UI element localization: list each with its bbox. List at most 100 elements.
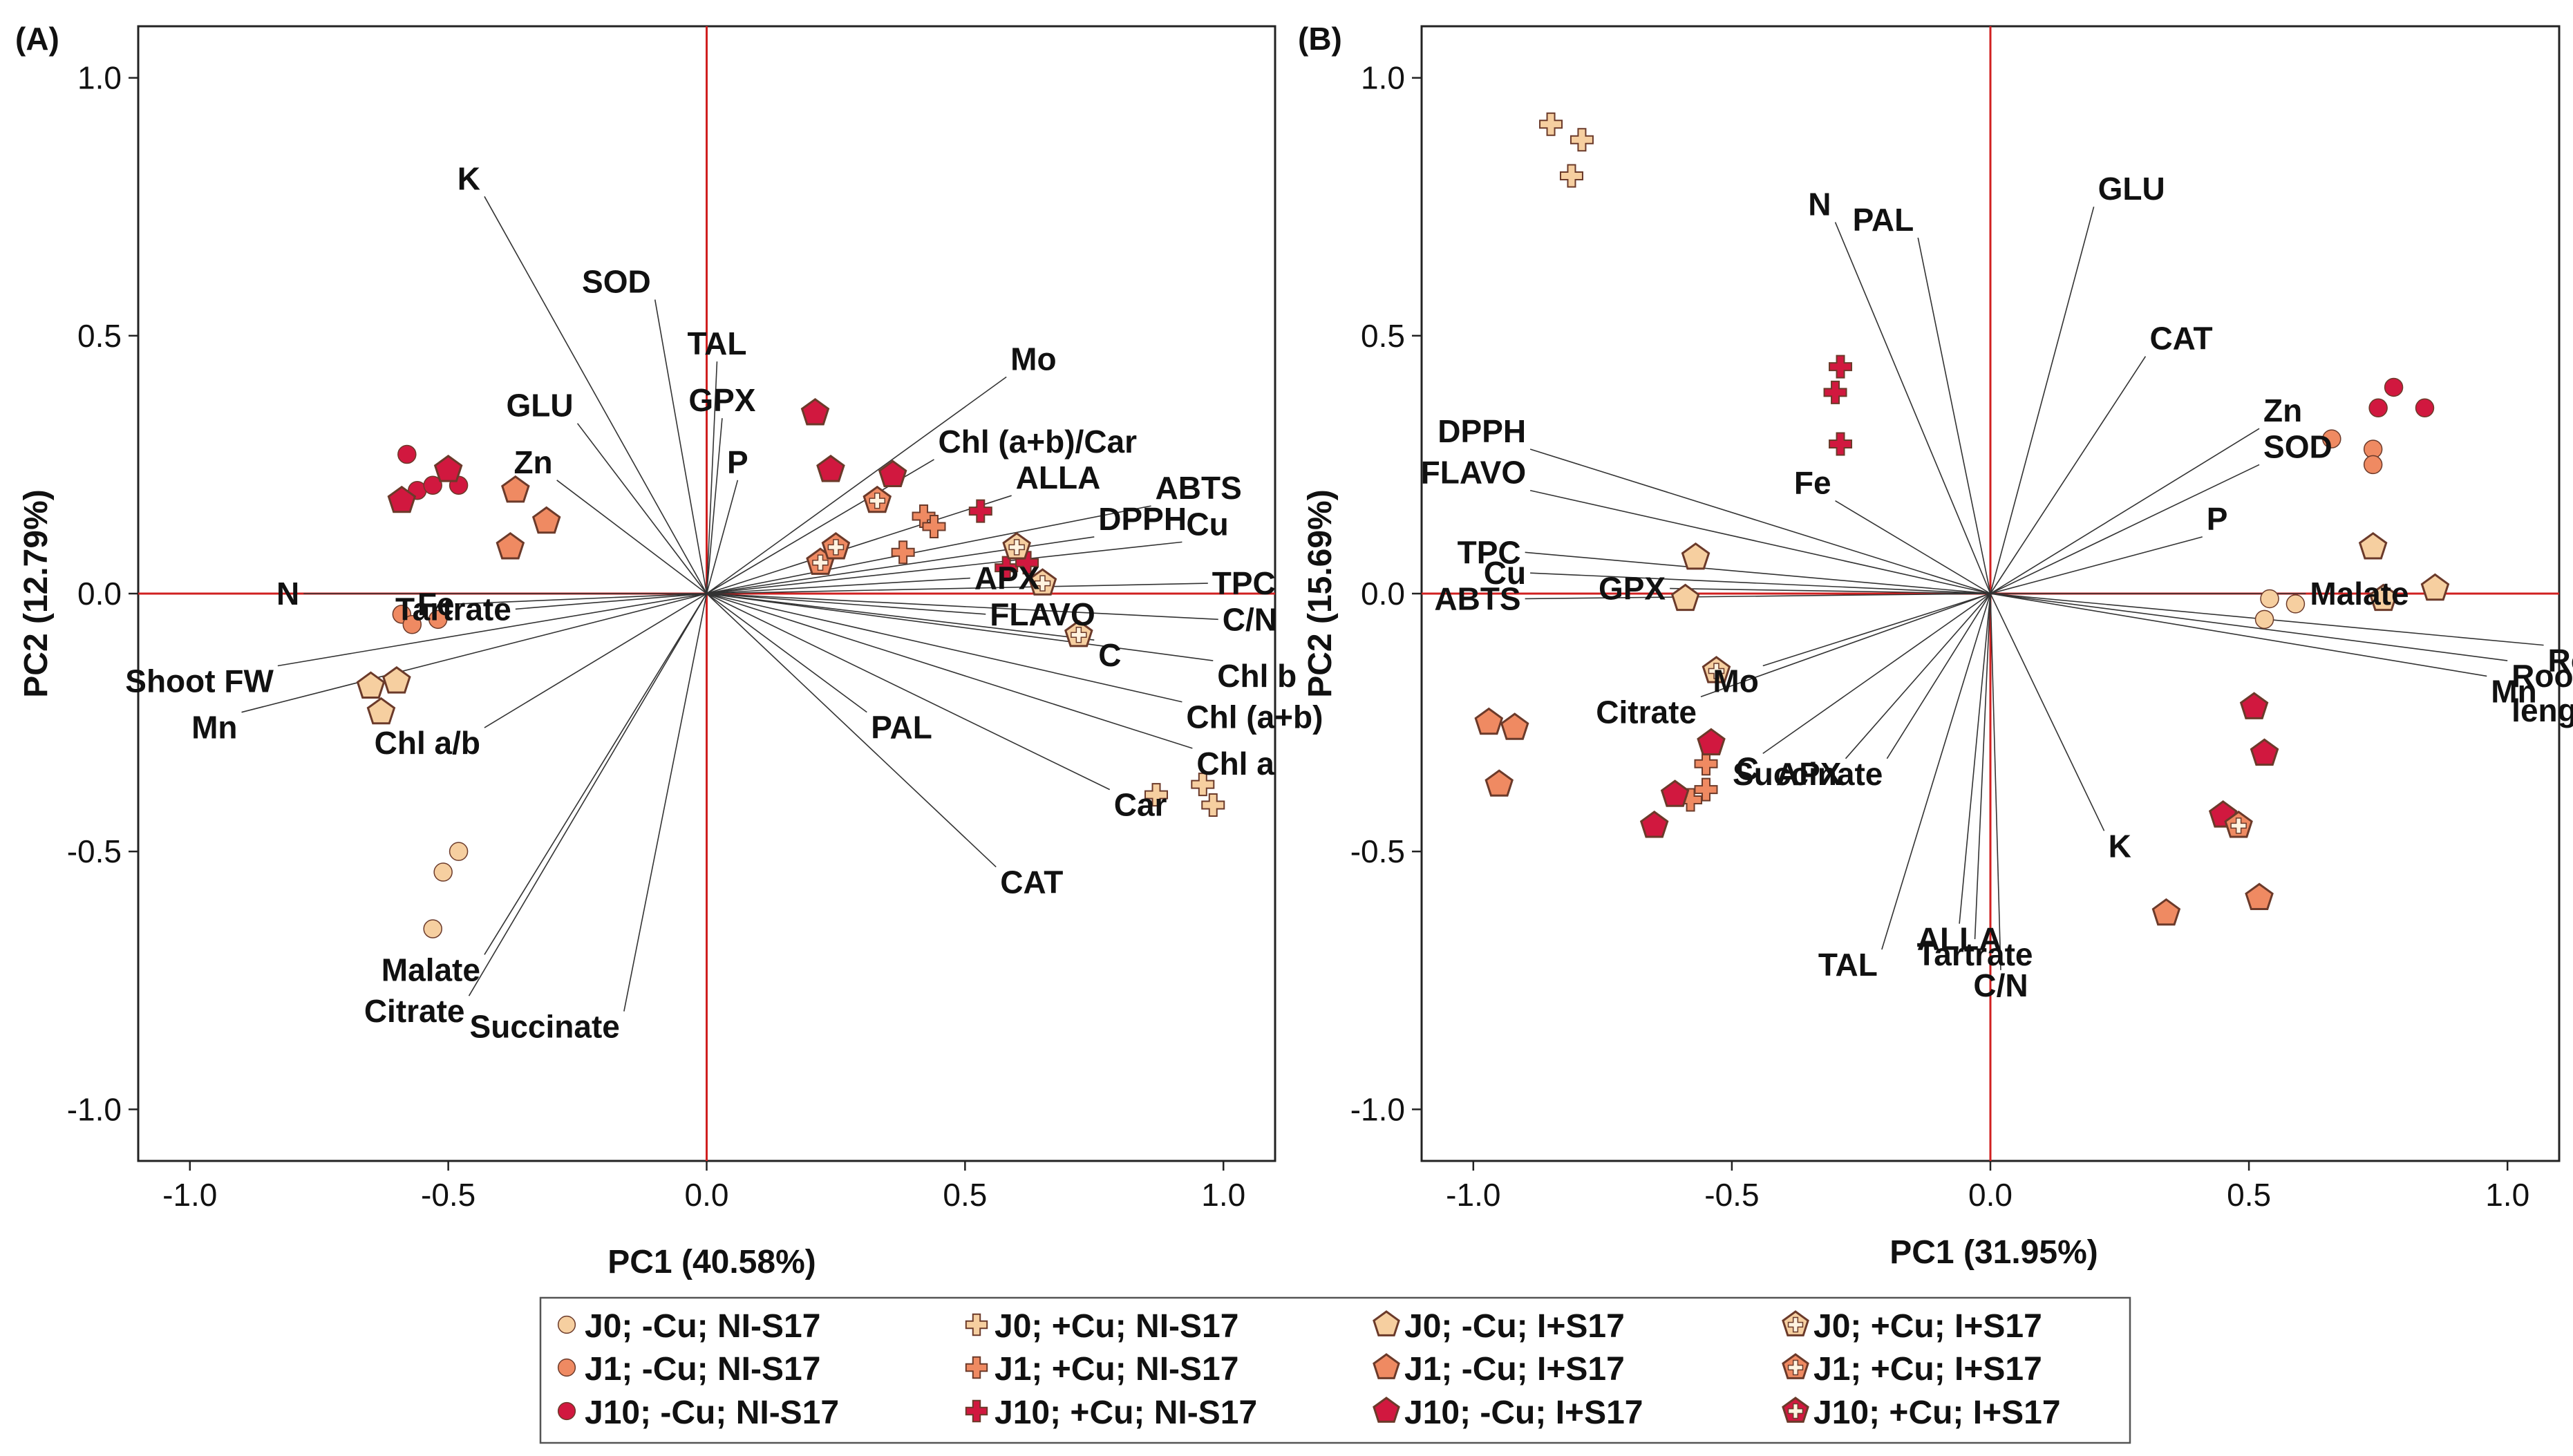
loading-label-glu: GLU: [506, 388, 573, 424]
loading-label-tartrate: Tartrate: [1917, 936, 2033, 972]
loading-label-tpc: TPC: [1212, 565, 1276, 601]
legend-label-j10-cu-ni-s17: J10; +Cu; NI-S17: [995, 1394, 1257, 1431]
score-point-j1-pentagon: [1485, 769, 1514, 797]
loading-label-dpph: DPPH: [1438, 413, 1526, 449]
loading-vector-mn: [1990, 593, 2487, 677]
score-points: [1474, 112, 2450, 926]
loading-label-sod: SOD: [582, 264, 651, 300]
y-tick-label: 1.0: [1361, 60, 1405, 96]
score-point-j1-pentagon-cross-cross: [812, 554, 829, 571]
score-point-j0-cross: [1539, 112, 1563, 136]
legend-marker-j0-cu-ni-s17: [965, 1313, 988, 1336]
loading-label-k: K: [2109, 828, 2131, 864]
loading-vector-gpx: [1670, 587, 1991, 594]
x-tick-label: -1.0: [162, 1177, 217, 1213]
loading-vector-malate: [484, 593, 708, 955]
score-point-j1-pentagon: [2151, 898, 2181, 926]
y-tick-label: -1.0: [1350, 1091, 1405, 1127]
score-point-j10-pentagon: [800, 397, 830, 426]
legend-marker-j1-cu-i-s17-cross: [1787, 1359, 1804, 1376]
score-point-j1-cross: [922, 514, 946, 538]
loading-vector-cat: [1990, 356, 2147, 594]
legend-marker-j0-cu-i-s17-cross: [1787, 1316, 1804, 1333]
loading-label-n: N: [1808, 187, 1831, 223]
loading-label-chl-a-b: Chl (a+b): [1186, 699, 1323, 735]
score-point-j0-pentagon-cross: [1702, 656, 1731, 683]
loading-label-zn: Zn: [513, 444, 552, 480]
legend-marker-j1-cu-ni-s17: [557, 1358, 576, 1377]
loading-vector-c: [706, 593, 1095, 641]
score-point-j0-circle: [433, 862, 453, 882]
score-point-j10-pentagon: [1660, 779, 1690, 807]
loading-vector-tpc: [706, 583, 1208, 594]
score-point-j1-pentagon-cross-cross: [869, 492, 885, 509]
loading-vector-n: [1834, 222, 1991, 594]
score-point-j0-pentagon-cross: [1064, 619, 1093, 647]
loading-vector-apx: [1845, 593, 1991, 759]
legend-marker-j0-cu-i-s17: [1373, 1310, 1400, 1336]
loading-vector-tartrate: [1974, 593, 1991, 940]
loading-label-chl-a-b-car: Chl (a+b)/Car: [939, 424, 1138, 460]
y-tick-label: 0.5: [77, 318, 122, 354]
score-point-j10-circle: [2384, 377, 2404, 397]
loading-label-p: P: [727, 444, 748, 480]
loading-label-p: P: [2207, 501, 2228, 537]
score-point-j1-pentagon: [2245, 882, 2274, 910]
loading-vector-pal: [1917, 237, 1991, 594]
loading-vector-root-length: [1990, 593, 2508, 661]
loading-label-tartrate: Tartrate: [395, 591, 511, 627]
loading-vector-zn: [1990, 428, 2260, 594]
score-point-j10-cross: [1829, 432, 1853, 456]
legend-label-j0-cu-i-s17: J0; +Cu; I+S17: [1813, 1308, 2042, 1345]
loading-vector-cu: [1530, 572, 1991, 594]
y-tick-label: 0.5: [1361, 318, 1405, 354]
score-point-j0-pentagon-cross-cross: [1071, 626, 1087, 643]
score-point-j10-circle: [2415, 398, 2435, 418]
score-point-j10-cross: [1823, 380, 1847, 404]
score-point-j1-circle: [428, 609, 448, 630]
score-point-j10-pentagon: [387, 485, 417, 513]
loading-vector-chl-a: [706, 593, 1193, 749]
loading-vector-fe: [1835, 500, 1991, 594]
loading-label-dpph: DPPH: [1098, 501, 1187, 537]
score-point-j0-pentagon: [1670, 583, 1700, 612]
loading-vector-apx: [706, 577, 970, 594]
legend-marker-j1-cu-i-s17: [1782, 1353, 1809, 1379]
loading-vector-abts: [706, 505, 1151, 594]
loading-label-tpc: TPC: [1458, 534, 1521, 570]
x-tick-label: 0.5: [943, 1177, 987, 1213]
score-point-j1-pentagon: [496, 531, 525, 560]
score-point-j1-circle: [2322, 429, 2341, 448]
loading-vector-chl-b: [706, 593, 1214, 661]
loading-vector-tartrate: [515, 593, 707, 610]
score-point-j10-cross: [1829, 354, 1853, 379]
loading-label-succinate: Succinate: [470, 1009, 620, 1045]
loading-vector-c: [1762, 593, 1991, 755]
loading-vector-c-n: [1990, 593, 2001, 970]
score-point-j0-pentagon: [382, 666, 411, 694]
score-point-j0-pentagon: [2368, 583, 2398, 612]
loading-label-abts: ABTS: [1156, 470, 1242, 506]
loading-label-apx: APX: [974, 560, 1040, 596]
score-point-j1-pentagon-cross: [821, 531, 851, 560]
score-point-j1-pentagon: [531, 506, 561, 534]
loading-label-root-length: Root: [2511, 658, 2573, 694]
loading-label-c: C: [1736, 750, 1759, 786]
loading-label-citrate: Citrate: [1596, 694, 1697, 730]
loading-vector-glu: [576, 423, 708, 594]
y-tick-label: -0.5: [1350, 833, 1405, 869]
loading-vector-zn: [556, 480, 707, 594]
score-point-j1-pentagon-cross-cross: [827, 539, 845, 556]
legend-label-j1-cu-i-s17: J1; -Cu; I+S17: [1404, 1351, 1625, 1388]
legend-marker-j1-cu-ni-s17: [965, 1356, 988, 1379]
x-axis-label: PC1 (40.58%): [607, 1244, 816, 1280]
x-tick-label: 0.5: [2227, 1177, 2271, 1213]
legend-label-j10-cu-ni-s17: J10; -Cu; NI-S17: [585, 1394, 839, 1431]
score-point-j10-cross: [968, 499, 992, 523]
loading-vector-dpph: [1529, 448, 1991, 594]
legend-label-j1-cu-ni-s17: J1; +Cu; NI-S17: [995, 1351, 1238, 1388]
score-point-j0-pentagon-cross-cross: [1008, 539, 1025, 556]
x-tick-label: 0.0: [1968, 1177, 2013, 1213]
loading-label-malate: Malate: [2310, 576, 2409, 612]
legend-marker-j1-cu-i-s17: [1373, 1353, 1400, 1379]
